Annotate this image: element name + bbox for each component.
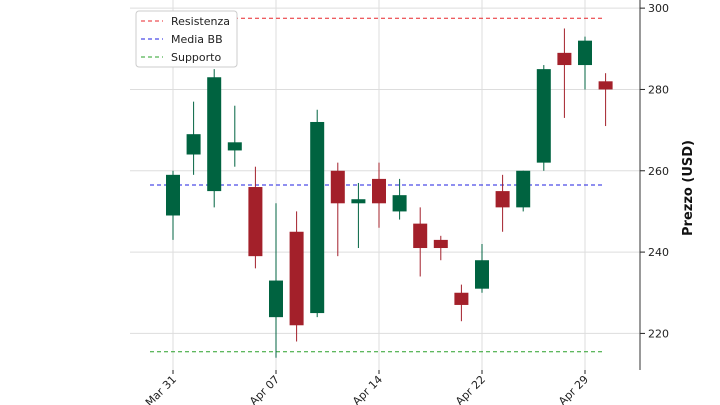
candle-body [454, 292, 469, 305]
y-tick-label: 280 [648, 83, 669, 96]
candle [454, 284, 469, 322]
candle-body [495, 191, 510, 208]
candle [166, 170, 180, 240]
candle [289, 211, 304, 342]
candle [475, 243, 489, 293]
candle [578, 36, 592, 90]
y-tick-label: 260 [648, 165, 669, 178]
candle [372, 162, 386, 228]
candle-body [330, 170, 345, 204]
candle [330, 162, 345, 257]
candle [207, 69, 222, 208]
legend-label: Supporto [171, 51, 221, 64]
candle-body [598, 81, 613, 90]
legend-box [135, 10, 238, 68]
candle [269, 203, 283, 358]
candle [310, 109, 325, 318]
candle [516, 170, 531, 212]
y-tick-label: 240 [648, 246, 669, 259]
candle-body [310, 121, 325, 314]
y-tick-label: 220 [648, 327, 669, 340]
candle [392, 178, 407, 220]
candle [413, 207, 428, 277]
legend-label: Media BB [171, 33, 223, 46]
candle-body [166, 174, 180, 216]
candle-body [475, 260, 489, 289]
candle [186, 101, 201, 175]
candle-body [392, 195, 407, 212]
candle-body [536, 69, 551, 163]
candle-body [516, 170, 531, 208]
candles [166, 28, 613, 358]
y-tick-label: 300 [648, 2, 669, 15]
candle [227, 105, 242, 167]
candle-body [413, 223, 428, 249]
candle [557, 28, 572, 118]
candle [495, 174, 510, 232]
candle-body [557, 52, 572, 66]
candle-body [372, 178, 386, 204]
candle-body [248, 187, 263, 257]
candle-body [351, 199, 366, 204]
candle-body [289, 231, 304, 326]
candle [536, 65, 551, 171]
legend: Resistenza Media BB Supporto [135, 10, 238, 68]
candle-body [186, 134, 201, 155]
candle-body [578, 40, 592, 66]
candle-body [269, 280, 283, 318]
candle [433, 235, 448, 261]
legend-label: Resistenza [171, 15, 230, 28]
candle-body [433, 239, 448, 249]
y-axis-title: Prezzo (USD) [681, 140, 696, 236]
candle [598, 73, 613, 127]
candle [248, 166, 263, 269]
candle [351, 182, 366, 249]
candle-body [207, 77, 222, 192]
candle-body [227, 142, 242, 151]
